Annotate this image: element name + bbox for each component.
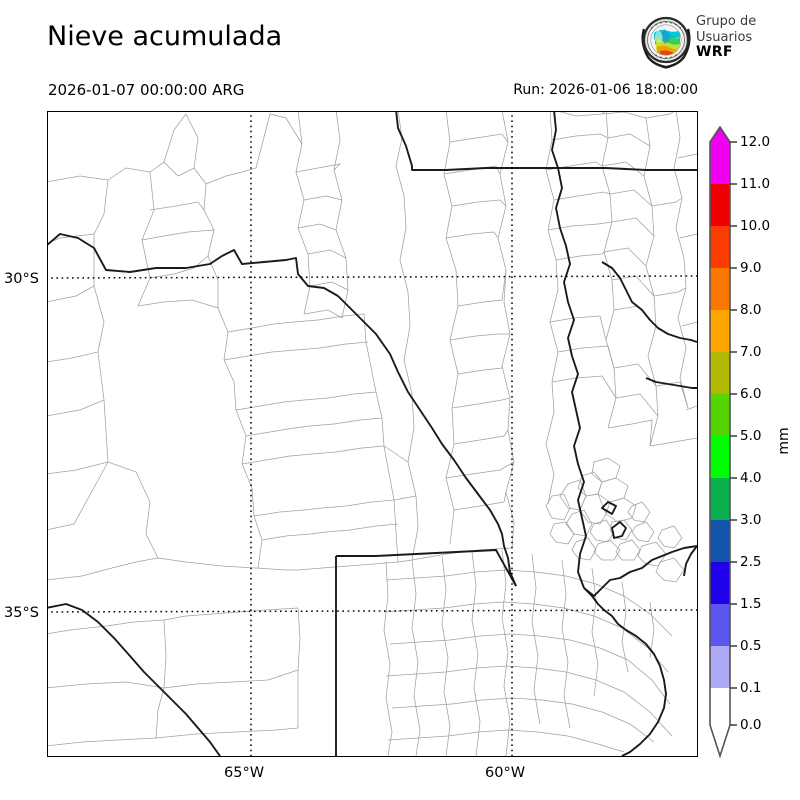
colorbar-color-bands	[710, 127, 730, 756]
logo-text: Grupo de Usuarios WRF	[696, 14, 796, 61]
colorbar-tick-5: 5.0	[740, 428, 762, 444]
logo-line-3: WRF	[696, 44, 733, 60]
axis-label-lat-35: 35°S	[4, 605, 39, 621]
colorbar-tick-12: 12.0	[740, 134, 771, 150]
colorbar-tick-10: 10.0	[740, 218, 771, 234]
colorbar-tick-0p1: 0.1	[740, 680, 762, 696]
colorbar-tick-2p5: 2.5	[740, 554, 762, 570]
axis-label-lon-65: 65°W	[224, 765, 265, 781]
colorbar-tick-6: 6.0	[740, 386, 762, 402]
colorbar-tick-0p5: 0.5	[740, 638, 762, 654]
logo-line-2: Usuarios	[696, 29, 753, 45]
colorbar-tick-8: 8.0	[740, 302, 762, 318]
axis-label-lat-30: 30°S	[4, 271, 39, 287]
map-canvas[interactable]	[47, 111, 698, 757]
colorbar-tick-7: 7.0	[740, 344, 762, 360]
colorbar-tick-0: 0.0	[740, 717, 762, 733]
colorbar[interactable]: 12.0 11.0 10.0 9.0 8.0 7.0 6.0 5.0 4.0 3…	[700, 111, 800, 771]
valid-time-label: 2026-01-07 00:00:00 ARG	[48, 81, 245, 99]
axis-label-lon-60: 60°W	[485, 765, 526, 781]
globe-seal-icon	[638, 13, 694, 69]
colorbar-swatches	[709, 125, 737, 759]
page-title: Nieve acumulada	[47, 21, 283, 52]
logo: Grupo de Usuarios WRF	[638, 13, 796, 71]
colorbar-tick-3: 3.0	[740, 512, 762, 528]
map-boundaries	[48, 112, 697, 756]
logo-line-1: Grupo de	[696, 14, 757, 29]
colorbar-tick-9: 9.0	[740, 260, 762, 276]
run-time-label: Run: 2026-01-06 18:00:00	[513, 82, 698, 98]
colorbar-tick-1p5: 1.5	[740, 596, 762, 612]
colorbar-tick-11: 11.0	[740, 176, 771, 192]
colorbar-tick-4: 4.0	[740, 470, 762, 486]
colorbar-unit-label: mm	[776, 427, 792, 455]
